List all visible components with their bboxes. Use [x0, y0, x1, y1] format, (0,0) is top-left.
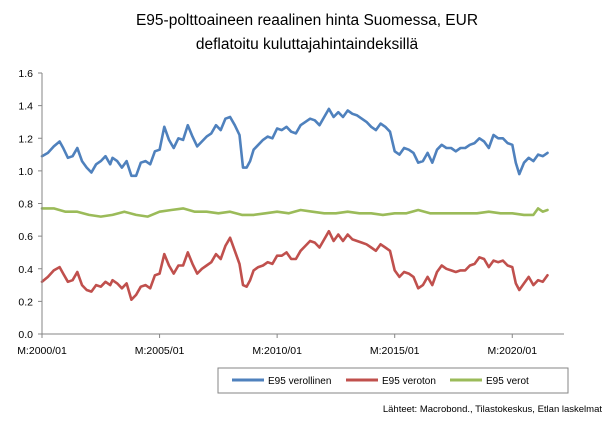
legend-label-verot: E95 verot — [486, 376, 529, 387]
chart-title-line-2: deflatoitu kuluttajahintaindeksillä — [196, 36, 419, 53]
series-verot-line — [40, 207, 549, 218]
y-tick-label: 0.0 — [18, 329, 33, 341]
series-layer — [40, 107, 549, 302]
x-tick-label: M:2010/01 — [252, 345, 302, 357]
legend-label-veroton: E95 veroton — [382, 376, 436, 387]
y-tick-label: 1.2 — [18, 133, 33, 145]
y-tick-label: 0.2 — [18, 296, 33, 308]
series-verollinen-line — [40, 107, 549, 178]
x-tick-label: M:2020/01 — [487, 345, 537, 357]
y-tick-label: 0.4 — [18, 264, 33, 276]
y-tick-label: 1.6 — [18, 68, 33, 80]
x-tick-label: M:2015/01 — [370, 345, 420, 357]
legend-box — [217, 367, 569, 394]
y-tick-label: 1.0 — [18, 166, 33, 178]
chart-title-line-1: E95-polttoaineen reaalinen hinta Suomess… — [136, 12, 478, 29]
y-axis-ticks: 0.0 0.2 0.4 0.6 0.8 1.0 1.2 1.4 1.6 — [18, 68, 42, 341]
x-axis-ticks: M:2000/01 M:2005/01 M:2010/01 M:2015/01 M:20… — [17, 334, 537, 357]
y-tick-label: 0.8 — [18, 199, 33, 211]
x-tick-label: M:2005/01 — [135, 345, 185, 357]
legend: E95 verollinen E95 veroton E95 verot — [217, 367, 569, 394]
y-tick-label: 1.4 — [18, 101, 33, 113]
legend-label-verollinen: E95 verollinen — [268, 376, 331, 387]
source-note: Lähteet: Macrobond., Tilastokeskus, Etla… — [383, 404, 603, 415]
y-tick-label: 0.6 — [18, 231, 33, 243]
series-veroton-line — [40, 229, 549, 302]
x-tick-label: M:2000/01 — [17, 345, 67, 357]
